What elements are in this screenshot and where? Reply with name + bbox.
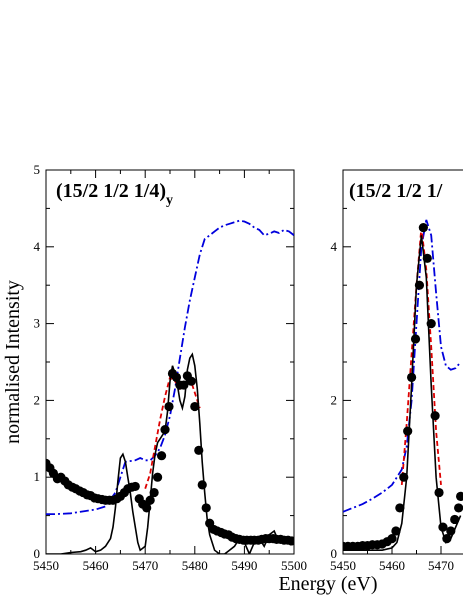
data-point-right: [407, 372, 417, 382]
series-line-dashdot-right: [343, 219, 462, 513]
data-point-right: [410, 334, 421, 344]
data-point-right: [450, 514, 460, 525]
y-tick-label-right: 0: [331, 546, 338, 561]
data-point-left: [179, 380, 189, 390]
y-tick-label-right: 4: [331, 239, 338, 254]
ticks-right: 5450 5460 5470 0 2 4: [330, 169, 454, 573]
series-line-solid-right: [343, 235, 462, 551]
panel-title-left: (15/2 1/2 1/4)y: [56, 180, 173, 208]
data-point-right: [446, 526, 456, 536]
x-tick-label-left: 5450: [33, 558, 59, 573]
y-tick-label-left: 2: [34, 392, 41, 407]
data-point-left: [171, 372, 182, 382]
data-point-right: [399, 472, 409, 482]
x-tick-label-right: 5460: [379, 558, 405, 573]
x-tick-label-right: 5450: [330, 558, 356, 573]
series-line-dashdot-left: [46, 219, 294, 515]
panel-right: 5450 5460 5470 0 2 4 (15/2 1/2 1/: [330, 169, 463, 573]
data-point-left: [286, 536, 294, 546]
x-tick-label-left: 5490: [231, 558, 257, 573]
data-point-left: [156, 451, 167, 461]
data-point-right: [391, 526, 401, 536]
data-point-right: [422, 253, 432, 263]
y-tick-label-left: 0: [34, 546, 41, 561]
x-tick-label-left: 5480: [182, 558, 208, 573]
panel-title-left-text: (15/2 1/2 1/4): [56, 180, 166, 202]
data-point-left: [145, 495, 155, 505]
data-point-left: [194, 445, 204, 455]
data-point-right: [395, 503, 405, 513]
data-point-left: [186, 376, 196, 386]
plot-frame-right: [342, 169, 463, 555]
data-point-right: [403, 426, 413, 436]
ticks-left: 5450 5460 5470 5480 5490 5500 0 1 2 3 4 5: [33, 162, 307, 573]
y-tick-label-right: 2: [331, 392, 338, 407]
data-point-right: [426, 319, 436, 329]
series-line-solid-left: [46, 352, 294, 554]
data-point-right: [418, 223, 428, 233]
panel-left: 5450 5460 5470 5480 5490 5500 0 1 2 3 4 5 (15/2 1/2…: [33, 162, 307, 573]
data-point-left: [153, 472, 163, 482]
data-point-left: [164, 401, 174, 412]
x-tick-label-right: 5470: [428, 558, 454, 573]
data-point-left: [160, 424, 170, 435]
y-tick-label-left: 4: [34, 239, 41, 254]
panel-title-left-subscript: y: [166, 193, 173, 208]
data-point-left: [190, 401, 200, 412]
data-point-right: [454, 503, 463, 513]
data-point-right: [387, 534, 397, 544]
y-tick-label-left: 3: [34, 316, 41, 331]
data-point-left: [149, 487, 159, 498]
data-point-right: [456, 491, 463, 501]
panel-title-right: (15/2 1/2 1/: [349, 180, 443, 202]
data-point-right: [414, 280, 425, 290]
data-point-right: [442, 534, 452, 544]
series-right: [343, 219, 463, 551]
y-tick-label-left: 5: [34, 162, 41, 177]
y-tick-label-left: 1: [34, 469, 41, 484]
data-point-left: [201, 503, 211, 513]
data-point-right: [438, 522, 448, 532]
x-tick-label-left: 5500: [281, 558, 307, 573]
data-point-left: [130, 481, 140, 492]
data-point-right: [430, 411, 440, 421]
y-axis-label: normalised Intensity: [2, 280, 24, 444]
series-left: [46, 219, 294, 554]
x-tick-label-left: 5460: [83, 558, 109, 573]
x-tick-label-left: 5470: [132, 558, 158, 573]
x-axis-label: Energy (eV): [278, 573, 377, 595]
data-point-left: [142, 503, 152, 513]
data-point-left: [197, 480, 207, 490]
data-point-right: [434, 487, 444, 498]
